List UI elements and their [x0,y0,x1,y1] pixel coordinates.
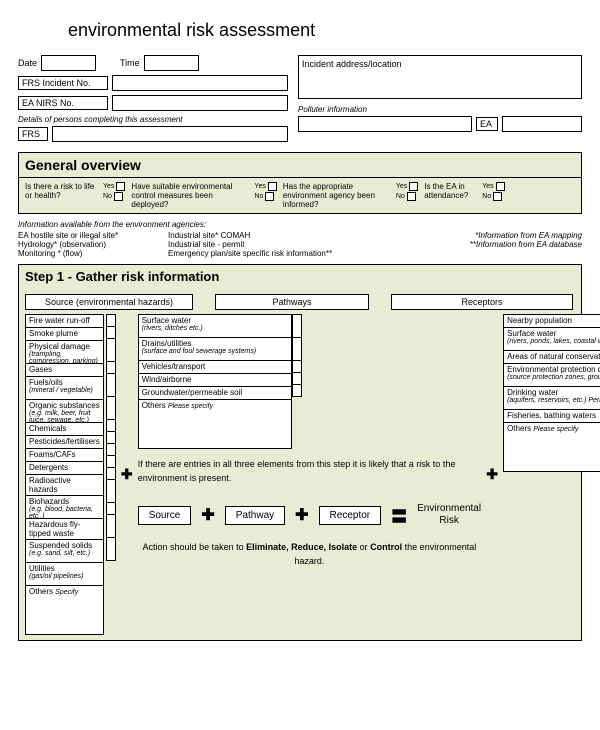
info-block: Information available from the environme… [18,220,582,258]
list-item: Biohazards(e.g. blood, bacteria, etc..) [25,495,104,519]
pathways-list: Surface water(rivers, ditches etc.)Drain… [138,314,292,448]
step1-header: Step 1 - Gather risk information [19,265,581,288]
step1-section: Step 1 - Gather risk information Source … [18,264,582,641]
list-item: Fuels/oils(mineral / vegetable) [25,376,104,400]
list-item: Utilities(gas/oil pipelines) [25,562,104,586]
incident-address-label: Incident address/location [302,59,402,69]
frs-label: FRS [18,127,48,141]
equals-icon: 〓 [391,503,407,527]
others-box[interactable]: Others Please specify [138,399,292,449]
q1-no[interactable] [114,192,123,201]
ov-q1: Is there a risk to life or health? [25,182,100,200]
checkbox[interactable] [292,384,302,397]
top-fields: Date Time FRS Incident No. EA NIRS No. D… [18,55,582,146]
ea-label: EA [476,117,498,131]
list-item: Drains/utilities(surface and foul sewera… [138,337,292,361]
list-item: Physical damage(trampling, compression, … [25,340,104,364]
plus-icon: ✚ [295,505,308,525]
page-title: environmental risk assessment [68,20,582,41]
list-item: Radioactive hazards [25,474,104,496]
checkbox[interactable] [106,514,116,538]
info-header: Information available from the environme… [18,220,582,229]
checkbox[interactable] [292,314,302,338]
receptors-list: Nearby populationSurface water(rivers, p… [503,314,600,634]
q2-yes[interactable] [268,182,277,191]
others-box[interactable]: Others Please specify [503,422,600,472]
col-pathways: Pathways [215,294,369,310]
list-item: Pesticides/fertilisers [25,435,104,449]
list-item: Foams/CAFs [25,448,104,462]
list-item: Wind/airborne [138,373,292,387]
list-item: Vehicles/transport [138,360,292,374]
list-item: Detergents [25,461,104,475]
q4-yes[interactable] [496,182,505,191]
ov-q4: Is the EA in attendance? [424,182,479,200]
plus-icon: ✚ [201,505,214,525]
overview-header: General overview [19,153,581,178]
list-item: Surface water(rivers, ponds, lakes, coas… [503,327,600,351]
polluter-input-1[interactable] [298,116,472,132]
checkbox[interactable] [106,479,116,503]
frs-input[interactable] [52,126,288,142]
col-receptors: Receptors [391,294,573,310]
col-source: Source (environmental hazards) [25,294,193,310]
general-overview-section: General overview Is there a risk to life… [18,152,582,214]
incident-address-box[interactable]: Incident address/location [298,55,582,99]
q3-yes[interactable] [409,182,418,191]
sources-list: Fire water run-offSmoke plumePhysical da… [25,314,104,634]
ea-nirs-label: EA NIRS No. [18,96,108,110]
ea-input[interactable] [502,116,582,132]
checkbox[interactable] [106,537,116,561]
checkbox[interactable] [106,373,116,397]
details-note: Details of persons completing this asses… [18,115,288,124]
list-item: Gases [25,363,104,377]
checkbox[interactable] [106,338,116,362]
q1-yes[interactable] [116,182,125,191]
ea-nirs-input[interactable] [112,95,288,111]
equation: Source ✚ Pathway ✚ Receptor 〓 Environmen… [138,503,481,527]
polluter-label: Polluter information [298,105,582,114]
list-item: Areas of natural conservation [503,350,600,364]
time-label: Time [120,58,140,68]
q2-no[interactable] [265,192,274,201]
others-box[interactable]: Others Specify [25,585,104,635]
list-item: Suspended solids(e.g. sand, silt, etc.) [25,539,104,563]
step-note: If there are entries in all three elemen… [138,458,481,485]
checkbox[interactable] [106,396,116,420]
checkbox[interactable] [292,337,302,361]
ov-q3: Has the appropriate environment agency b… [283,182,393,209]
frs-incident-label: FRS Incident No. [18,76,108,90]
list-item: Environmental protection designations(so… [503,363,600,387]
action-note: Action should be taken to Eliminate, Red… [138,541,481,568]
frs-incident-input[interactable] [112,75,288,91]
ov-q2: Have suitable environmental control meas… [131,182,251,209]
list-item: Surface water(rivers, ditches etc.) [138,314,292,338]
date-label: Date [18,58,37,68]
plus-icon: ✚ [118,465,136,483]
list-item: Hazardous fly-tipped waste [25,518,104,540]
time-input[interactable] [144,55,199,71]
plus-icon: ✚ [483,465,501,483]
q4-no[interactable] [493,192,502,201]
list-item: Groundwater/permeable soil [138,386,292,400]
list-item: Smoke plume [25,327,104,341]
list-item: Drinking water(aquifers, reservoirs, etc… [503,386,600,410]
list-item: Fire water run-off [25,314,104,328]
date-input[interactable] [41,55,96,71]
list-item: Nearby population [503,314,600,328]
q3-no[interactable] [407,192,416,201]
list-item: Chemicals [25,422,104,436]
list-item: Organic substances(e.g. milk, beer, frui… [25,399,104,423]
list-item: Fisheries, bathing waters [503,409,600,423]
